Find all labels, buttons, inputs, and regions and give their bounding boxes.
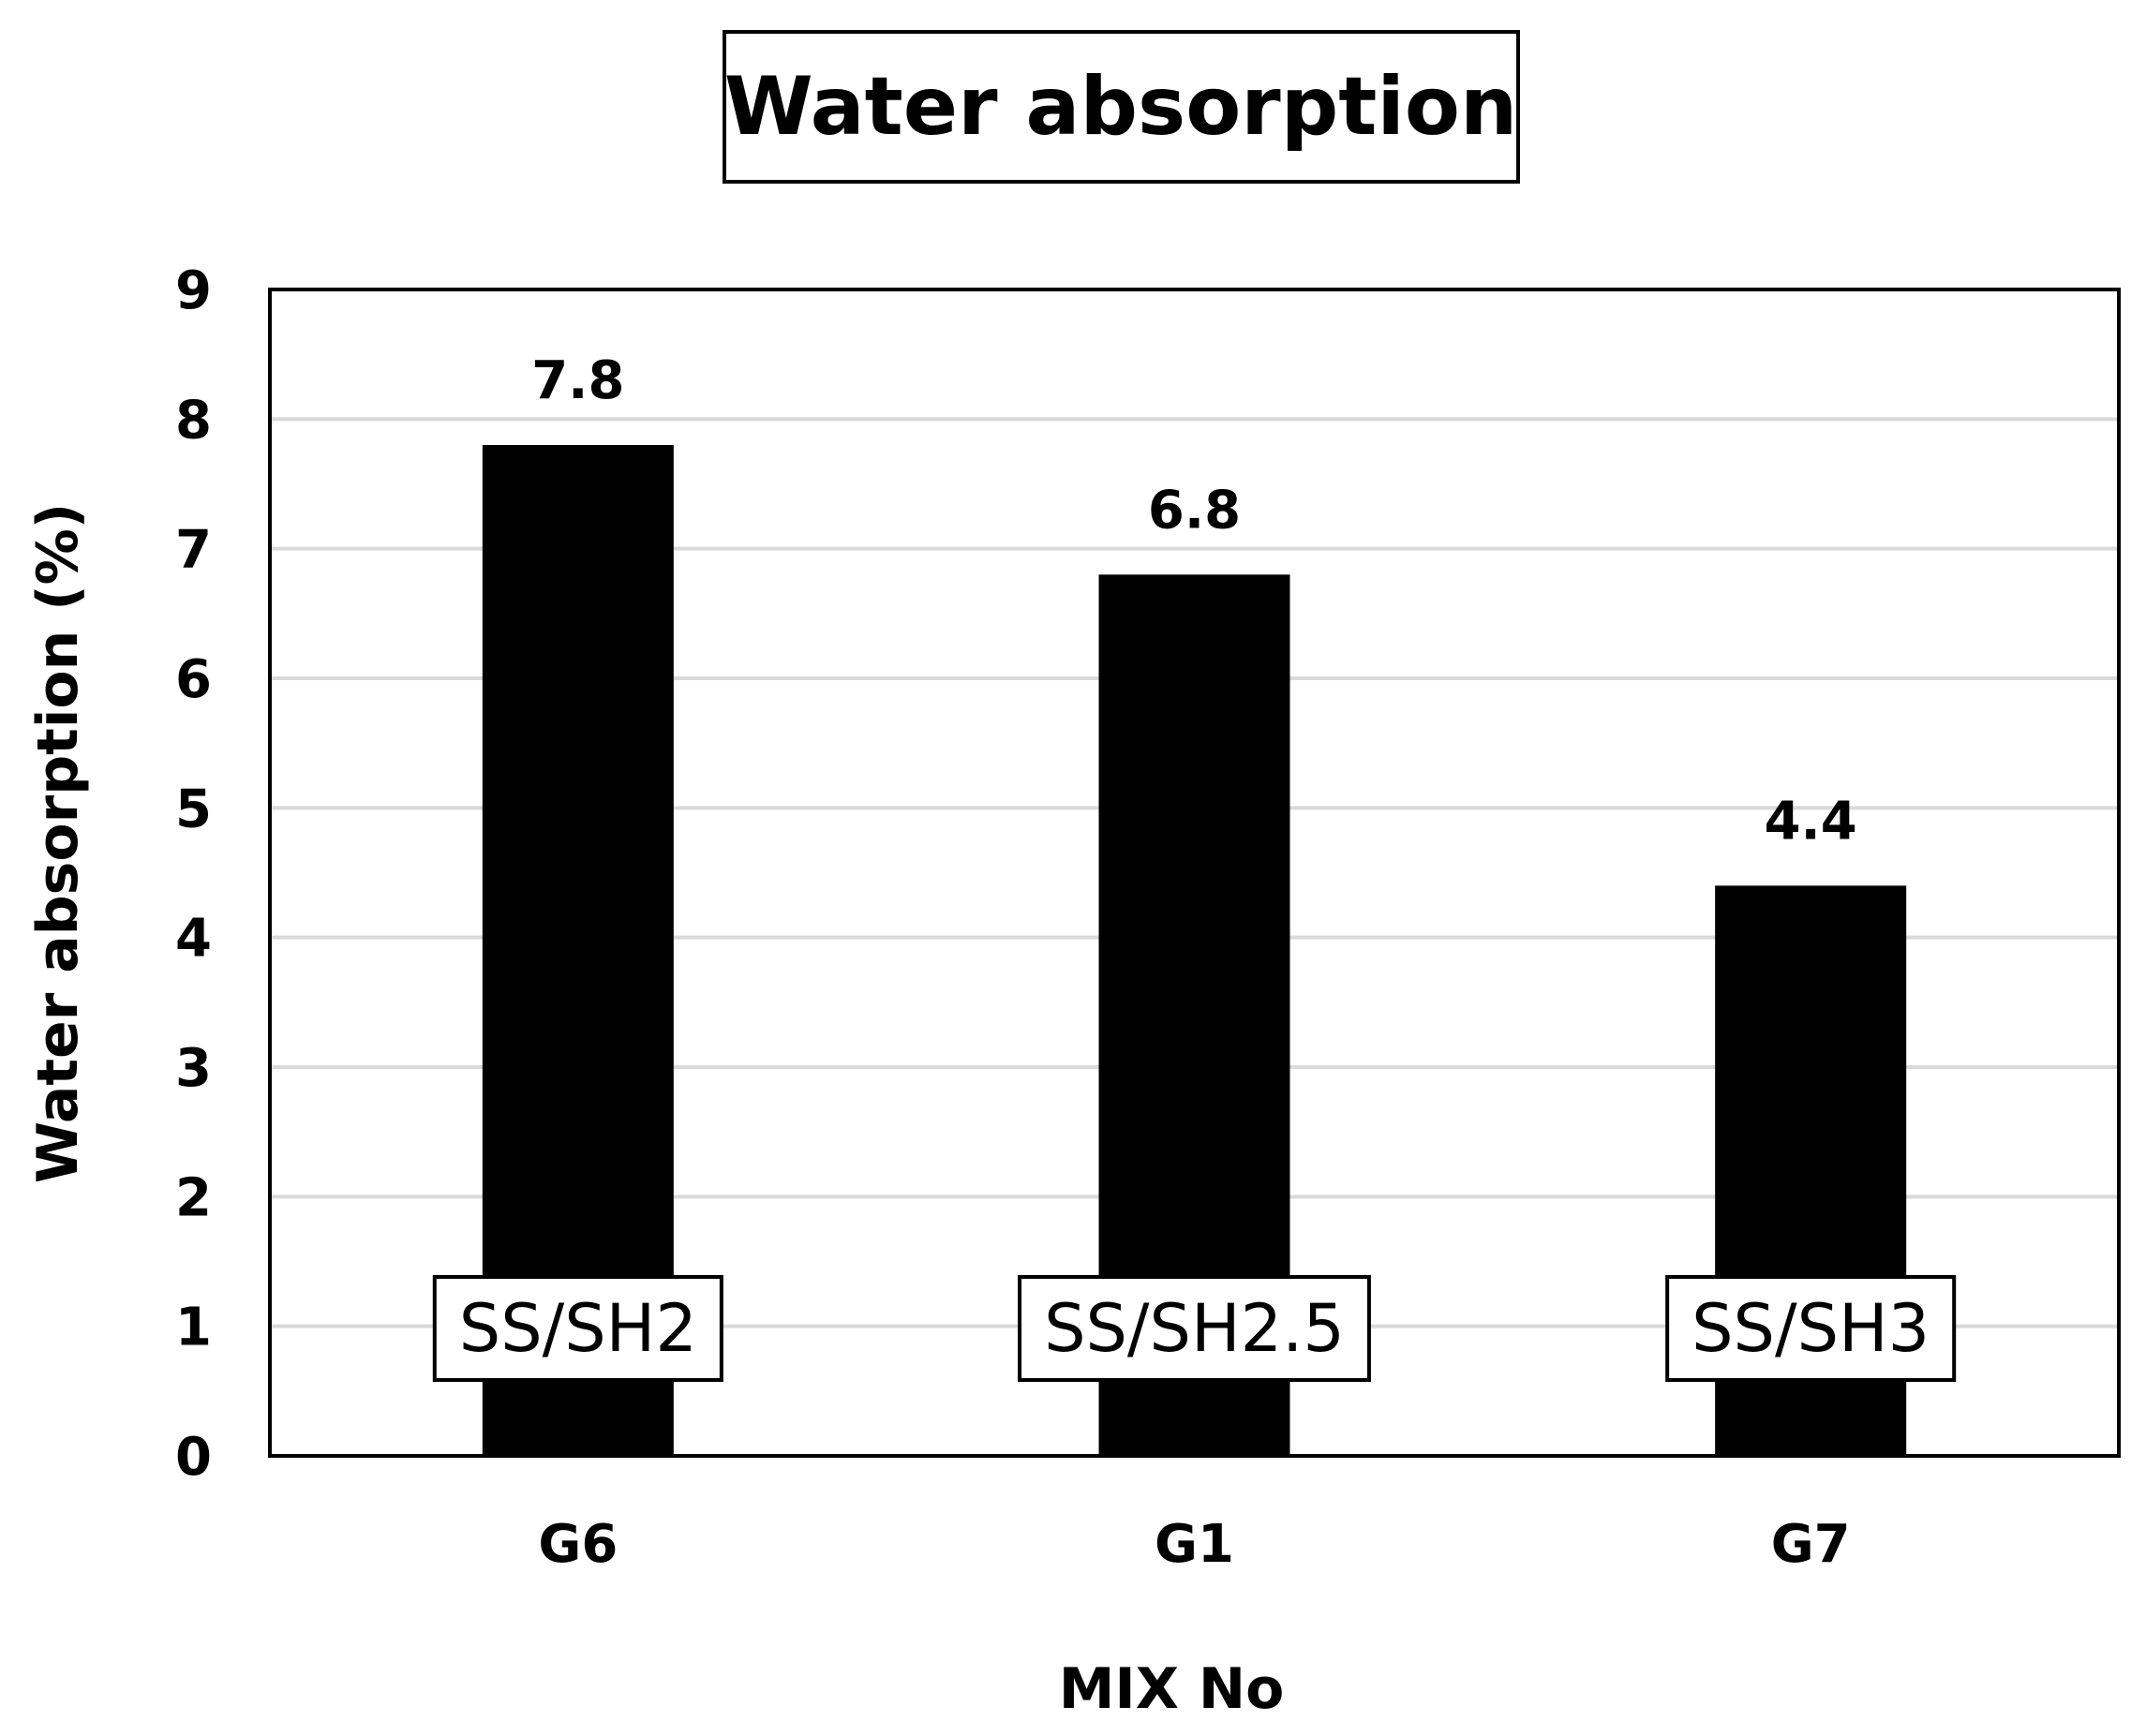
y-tick-label: 4 bbox=[175, 909, 212, 970]
y-tick-label: 1 bbox=[175, 1298, 212, 1358]
y-tick-label: 8 bbox=[175, 390, 212, 451]
bar-annotations: SS/SH2 SS/SH2.5 SS/SH3 bbox=[432, 1275, 1957, 1382]
annotation-box: SS/SH2.5 bbox=[1018, 1275, 1371, 1382]
x-tick-label: G6 bbox=[538, 1514, 618, 1575]
y-tick-label: 3 bbox=[175, 1038, 212, 1099]
data-labels: 7.8 6.8 4.4 bbox=[531, 350, 1857, 852]
y-axis-ticks: 0 1 2 3 4 5 6 7 8 9 bbox=[175, 260, 212, 1488]
annotation-text: SS/SH3 bbox=[1691, 1290, 1930, 1367]
annotation-frame bbox=[1018, 1275, 1371, 1382]
x-axis-title: MIX No bbox=[1059, 1656, 1285, 1722]
x-tick-label: G7 bbox=[1771, 1514, 1851, 1575]
y-tick-label: 6 bbox=[175, 649, 212, 710]
y-tick-label: 2 bbox=[175, 1167, 212, 1228]
annotation-box: SS/SH3 bbox=[1665, 1275, 1957, 1382]
y-tick-label: 5 bbox=[175, 779, 212, 839]
x-axis-ticks: G6 G1 G7 bbox=[538, 1514, 1850, 1575]
annotation-frame bbox=[432, 1275, 723, 1382]
data-label: 4.4 bbox=[1765, 791, 1857, 852]
y-tick-label: 7 bbox=[175, 520, 212, 581]
data-label: 6.8 bbox=[1148, 480, 1241, 541]
chart-title-group: Water absorption bbox=[723, 30, 1520, 184]
annotation-text: SS/SH2 bbox=[459, 1290, 697, 1367]
annotation-text: SS/SH2.5 bbox=[1044, 1290, 1345, 1367]
chart-title-box bbox=[723, 30, 1520, 184]
x-tick-label: G1 bbox=[1155, 1514, 1234, 1575]
y-tick-label: 9 bbox=[175, 260, 212, 321]
data-label: 7.8 bbox=[531, 350, 624, 411]
annotation-box: SS/SH2 bbox=[432, 1275, 723, 1382]
annotation-frame bbox=[1665, 1275, 1957, 1382]
chart-title: Water absorption bbox=[724, 60, 1517, 154]
y-axis-title: Water absorption (%) bbox=[25, 503, 91, 1183]
y-tick-label: 0 bbox=[175, 1427, 212, 1488]
